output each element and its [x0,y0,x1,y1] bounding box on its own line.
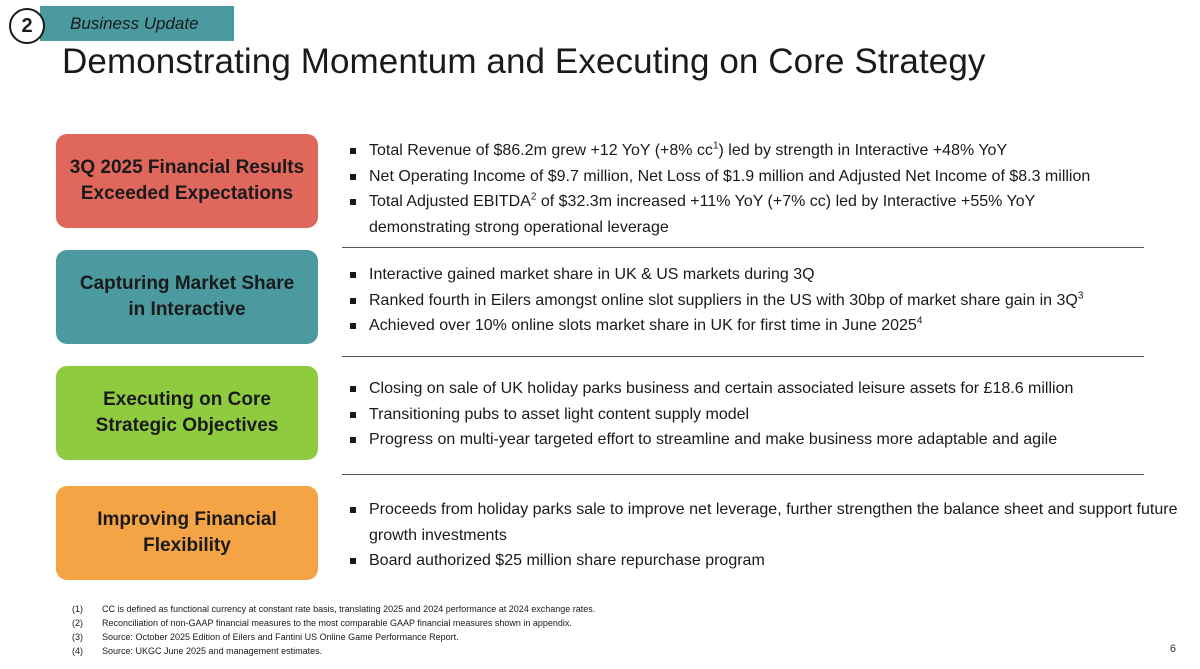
bullet-item: Proceeds from holiday parks sale to impr… [348,497,1178,548]
bullet-item: Net Operating Income of $9.7 million, Ne… [348,164,1178,190]
bullet-item: Interactive gained market share in UK & … [348,262,1178,288]
bullet-item: Transitioning pubs to asset light conten… [348,402,1178,428]
pill-financial-flexibility: Improving Financial Flexibility [56,486,318,580]
section-label-tab: Business Update [40,6,234,41]
footnote: (3) Source: October 2025 Edition of Eiler… [72,632,459,642]
page-number: 6 [1169,643,1176,655]
pill-label: Improving Financial Flexibility [97,509,277,556]
pill-label: 3Q 2025 Financial Results Exceeded Expec… [69,157,305,204]
pill-core-objectives: Executing on Core Strategic Objectives [56,366,318,460]
section-divider [342,474,1144,475]
page-title: Demonstrating Momentum and Executing on … [62,42,986,81]
bullet-item: Achieved over 10% online slots market sh… [348,313,1178,339]
footnote: (4) Source: UKGC June 2025 and management… [72,646,323,656]
footnote: (2) Reconciliation of non-GAAP financial … [72,618,572,628]
section-divider [342,356,1144,357]
bullet-item: Total Revenue of $86.2m grew +12 YoY (+8… [348,138,1178,164]
bullet-item: Total Adjusted EBITDA2 of $32.3m increas… [348,189,1069,240]
bullet-list-market-share: Interactive gained market share in UK & … [348,262,1178,339]
bullet-list-financial-flexibility: Proceeds from holiday parks sale to impr… [348,497,1178,574]
bullet-item: Progress on multi-year targeted effort t… [348,427,1178,453]
pill-label: Capturing Market Share in Interactive [79,273,295,320]
bullet-item: Ranked fourth in Eilers amongst online s… [348,288,1178,314]
pill-label: Executing on Core Strategic Objectives [95,389,279,436]
bullet-item: Closing on sale of UK holiday parks busi… [348,376,1178,402]
pill-financial-results: 3Q 2025 Financial Results Exceeded Expec… [56,134,318,228]
bullet-list-core-objectives: Closing on sale of UK holiday parks busi… [348,376,1178,453]
pill-market-share: Capturing Market Share in Interactive [56,250,318,344]
footnote: (1) CC is defined as functional currency … [72,604,596,614]
bullet-item: Board authorized $25 million share repur… [348,548,1178,574]
footnotes: (1) CC is defined as functional currency … [72,602,595,658]
section-number-badge: 2 [9,8,45,44]
bullet-list-financial-results: Total Revenue of $86.2m grew +12 YoY (+8… [348,138,1178,240]
section-divider [342,247,1144,248]
